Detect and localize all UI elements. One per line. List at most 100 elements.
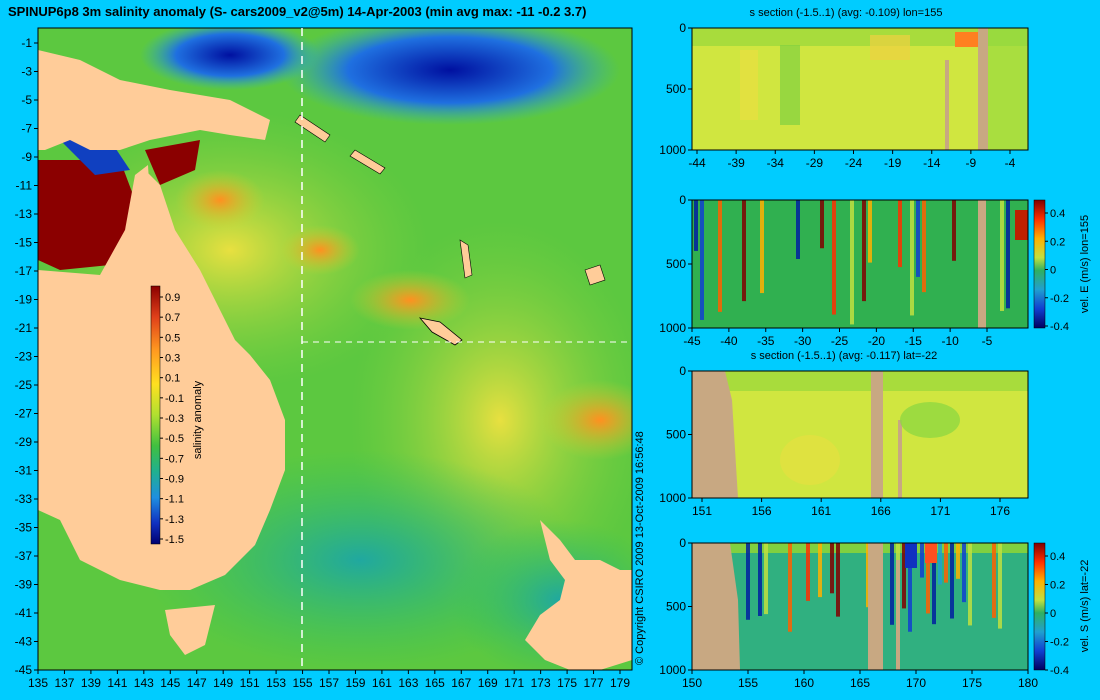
land-fiji <box>584 264 606 286</box>
section3-title: s section (-1.5..1) (avg: -0.117) lat=-2… <box>751 350 938 362</box>
map-blob <box>140 28 320 90</box>
velocity-stripe <box>850 200 854 325</box>
map-x-tick-label: 175 <box>557 676 577 690</box>
section4-x-tick-label: 160 <box>794 676 814 690</box>
velocity-stripe <box>836 543 840 617</box>
salinity-colorbar-tick-label: -0.9 <box>165 474 184 486</box>
vel-e-colorbar-tick-label: 0.4 <box>1050 208 1065 220</box>
map-y-tick-label: -27 <box>15 407 33 421</box>
vel-s-colorbar-tick-label: 0.4 <box>1050 551 1065 563</box>
map-y-tick-label: -17 <box>15 264 33 278</box>
velocity-stripe <box>902 543 906 609</box>
salinity-colorbar-tick-label: 0.7 <box>165 312 180 324</box>
section1-x-tick-label: -4 <box>1005 156 1016 170</box>
land-png <box>38 50 270 150</box>
map-x-tick-label: 179 <box>610 676 630 690</box>
land-new-zealand <box>525 520 632 670</box>
section2-x-tick-label: -40 <box>720 334 738 348</box>
velocity-stripe <box>920 543 924 578</box>
vel-e-colorbar-label: vel. E (m/s) lon=155 <box>1079 215 1091 313</box>
map-y-tick-label: -5 <box>21 93 32 107</box>
velocity-stripe <box>890 543 894 625</box>
png-south-anomaly <box>145 140 200 185</box>
velocity-stripe <box>916 200 920 277</box>
section1-x-tick-label: -24 <box>845 156 863 170</box>
section1-y-tick-label: 0 <box>679 21 686 35</box>
salinity-colorbar-tick-label: 0.1 <box>165 373 180 385</box>
velocity-stripe <box>938 543 942 585</box>
section2-plot <box>692 200 1028 328</box>
map-y-tick-label: -11 <box>16 179 33 193</box>
section4-ticks: 150 155 160 165 170 175 180 0 500 1000 <box>659 536 1038 690</box>
map-x-tick-label: 143 <box>134 676 154 690</box>
section2-x-tick-label: -45 <box>683 334 701 348</box>
salinity-colorbar-ticks: 0.9 0.7 0.5 0.3 0.1 -0.1 -0.3 -0.5 -0.7 -0.9 -1.1 -… <box>160 292 184 546</box>
vel-s-colorbar <box>1033 542 1046 671</box>
map-x-tick-label: 147 <box>187 676 207 690</box>
section1-x-tick-label: -9 <box>966 156 977 170</box>
salinity-colorbar-label: salinity anomaly <box>192 380 204 459</box>
map-y-tick-label: -29 <box>15 435 33 449</box>
map-x-tick-label: 165 <box>425 676 445 690</box>
gulf-anomaly <box>38 160 135 270</box>
vel-e-colorbar <box>1033 199 1046 329</box>
map-y-tick-label: -33 <box>15 492 33 506</box>
land-tasmania <box>165 605 215 655</box>
vel-s-colorbar-tick-label: 0.2 <box>1050 580 1065 592</box>
section2-x-tick-label: -25 <box>831 334 849 348</box>
velocity-stripe <box>910 200 914 316</box>
vel-s-colorbar-label: vel. S (m/s) lat=-22 <box>1079 560 1091 653</box>
salinity-colorbar-tick-label: 0.3 <box>165 353 180 365</box>
map-x-tick-label: 151 <box>240 676 260 690</box>
velocity-stripe <box>944 543 948 583</box>
velocity-stripe <box>868 200 872 263</box>
section1-y-tick-label: 1000 <box>659 143 686 157</box>
velocity-stripe <box>818 543 822 598</box>
vel-s-colorbar-ticks: 0.4 0.2 0 -0.2 -0.4 <box>1045 551 1069 677</box>
map-blob <box>280 28 620 125</box>
map-x-tick-label: 145 <box>160 676 180 690</box>
copyright: © Copyright CSIRO 2009 13-Oct-2009 16:56… <box>634 431 646 665</box>
velocity-stripe <box>1000 200 1004 311</box>
salinity-colorbar-tick-label: -0.3 <box>165 413 184 425</box>
section3-x-tick-label: 176 <box>990 504 1010 518</box>
salinity-colorbar <box>150 285 161 545</box>
velocity-stripe <box>806 543 810 601</box>
section3-x-tick-label: 166 <box>871 504 891 518</box>
land-cape-york <box>125 165 150 230</box>
section1-x-tick-label: -19 <box>884 156 902 170</box>
section1-x-tick-label: -29 <box>806 156 824 170</box>
salinity-colorbar-tick-label: -0.1 <box>165 393 184 405</box>
map-x-tick-label: 141 <box>107 676 127 690</box>
map-y-tick-label: -23 <box>15 350 33 364</box>
vel-e-colorbar-tick-label: -0.4 <box>1050 321 1069 333</box>
map-y-tick-label: -1 <box>21 36 32 50</box>
map-y-tick-label: -13 <box>15 207 33 221</box>
section2-x-tick-label: -10 <box>941 334 959 348</box>
map-y-tick-label: -19 <box>15 293 33 307</box>
map-y-tick-label: -39 <box>15 578 33 592</box>
velocity-stripe <box>932 543 936 625</box>
section1-title: s section (-1.5..1) (avg: -0.109) lon=15… <box>750 7 943 19</box>
velocity-stripe <box>1006 200 1010 309</box>
section1-x-tick-label: -34 <box>767 156 785 170</box>
map-x-tick-label: 159 <box>345 676 365 690</box>
section3-x-tick-label: 161 <box>811 504 831 518</box>
section2-x-tick-label: -5 <box>982 334 993 348</box>
velocity-stripe <box>718 200 722 312</box>
section3-plot <box>692 371 1028 498</box>
salinity-colorbar-tick-label: 0.5 <box>165 332 180 344</box>
map-x-tick-label: 155 <box>293 676 313 690</box>
vel-s-colorbar-tick-label: -0.2 <box>1050 637 1069 649</box>
section3-x-tick-label: 156 <box>752 504 772 518</box>
velocity-stripe <box>952 200 956 261</box>
velocity-stripe <box>908 543 912 632</box>
section4-plot <box>692 543 1028 670</box>
salinity-colorbar-tick-label: -0.5 <box>165 433 184 445</box>
velocity-stripe <box>862 200 866 302</box>
map-y-tick-label: -35 <box>15 521 33 535</box>
section2-y-tick-label: 500 <box>666 257 686 271</box>
salinity-colorbar-tick-label: -1.5 <box>165 534 184 546</box>
map-y-tick-label: -45 <box>15 663 33 677</box>
